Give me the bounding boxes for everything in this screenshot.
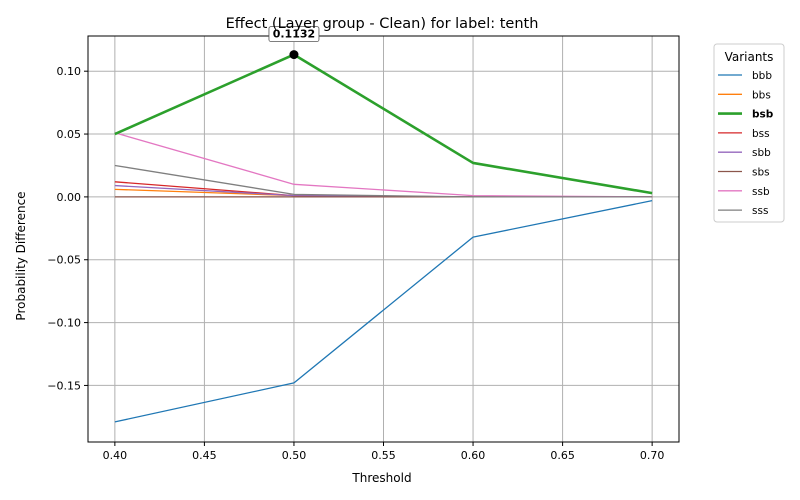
legend-box xyxy=(713,43,785,223)
annotation-layer: 0.1132 xyxy=(268,26,320,60)
x-tick-label: 0.50 xyxy=(282,449,307,462)
y-axis-title: Probability Difference xyxy=(14,191,28,320)
x-axis-title: Threshold xyxy=(351,471,411,485)
legend-title: Variants xyxy=(725,50,774,64)
y-tick-label: −0.10 xyxy=(47,317,81,330)
annotation-box xyxy=(268,26,320,43)
chart-title: Effect (Layer group - Clean) for label: … xyxy=(226,16,539,32)
y-axis: 0.10 0.05 0.00 −0.05 −0.10 −0.15 xyxy=(47,65,88,392)
x-tick-label: 0.55 xyxy=(371,449,396,462)
legend-label-sbs: sbs xyxy=(752,167,770,179)
series-line-bsb xyxy=(114,53,653,195)
y-tick-label: 0.05 xyxy=(57,128,82,141)
x-tick-label: 0.60 xyxy=(461,449,486,462)
legend-label-bss: bss xyxy=(752,128,770,140)
series-line-bbb xyxy=(114,200,653,423)
x-axis: 0.40 0.45 0.50 0.55 0.60 0.65 0.70 xyxy=(103,442,665,462)
y-tick-label: 0.10 xyxy=(57,65,82,78)
annotation-label: 0.1132 xyxy=(273,28,315,41)
y-tick-label: 0.00 xyxy=(57,191,82,204)
legend-label-bsb: bsb xyxy=(752,109,774,121)
y-tick-label: −0.05 xyxy=(47,254,81,267)
legend-items: bbb bbs bsb bss sbb sbs ssb sss xyxy=(718,70,774,217)
legend-label-ssb: ssb xyxy=(752,186,770,198)
legend-label-bbs: bbs xyxy=(752,89,771,101)
legend-label-bbb: bbb xyxy=(752,70,772,82)
series-line-sss xyxy=(114,164,653,198)
series-layer xyxy=(114,53,653,423)
peak-marker xyxy=(289,50,299,60)
legend-label-sss: sss xyxy=(752,205,768,217)
x-tick-label: 0.70 xyxy=(640,449,665,462)
x-tick-label: 0.40 xyxy=(103,449,128,462)
x-tick-label: 0.65 xyxy=(550,449,575,462)
legend: Variants bbb bbs bsb bss sbb sbs ssb sss xyxy=(713,43,785,223)
legend-label-sbb: sbb xyxy=(752,147,771,159)
x-tick-label: 0.45 xyxy=(192,449,217,462)
y-tick-label: −0.15 xyxy=(47,379,81,392)
